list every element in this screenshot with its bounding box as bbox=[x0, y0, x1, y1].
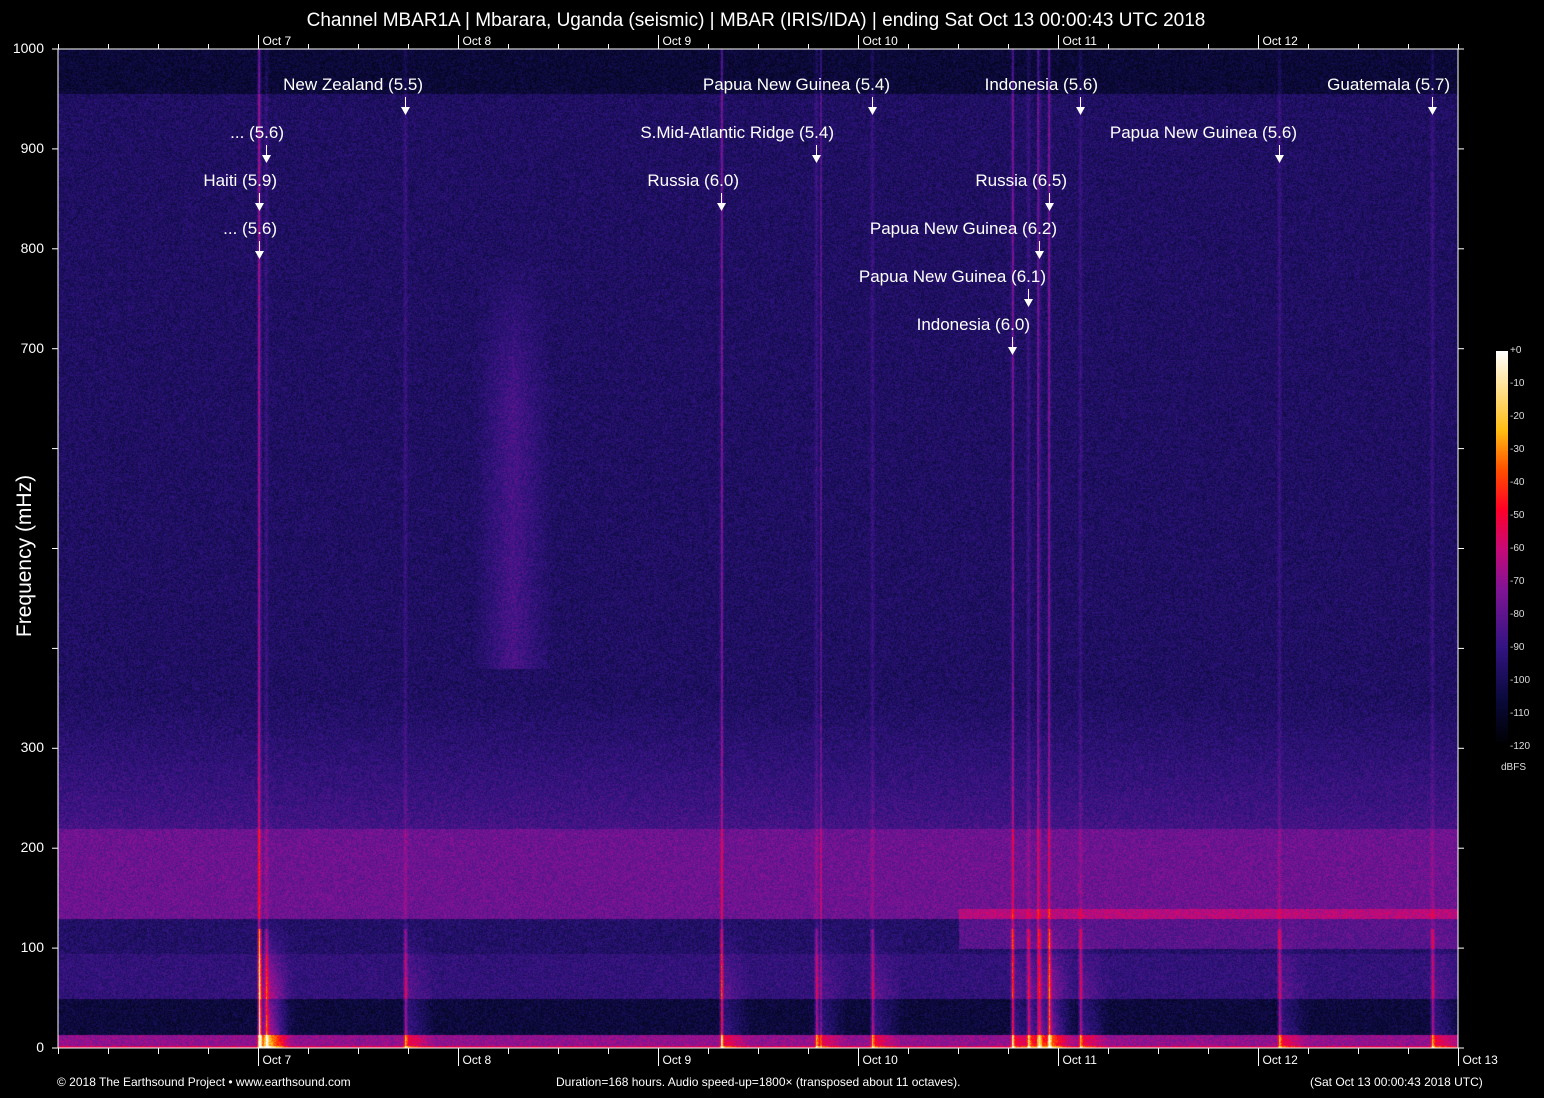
y-tick-label: 1000 bbox=[0, 40, 44, 56]
colorbar-tick-label: -120 bbox=[1510, 741, 1530, 752]
annotation-arrow-head bbox=[262, 155, 271, 163]
footer-end-time: (Sat Oct 13 00:00:43 2018 UTC) bbox=[1310, 1075, 1483, 1089]
axes-overlay bbox=[0, 0, 1544, 1098]
annotation-label: Haiti (5.9) bbox=[203, 171, 277, 191]
colorbar-tick-label: -40 bbox=[1510, 477, 1524, 488]
y-tick-label: 700 bbox=[0, 340, 44, 356]
colorbar-unit: dBFS bbox=[1501, 762, 1526, 773]
annotation-label: Papua New Guinea (5.6) bbox=[1110, 123, 1297, 143]
annotation-arrow-head bbox=[1024, 299, 1033, 307]
x-tick-label-top: Oct 10 bbox=[863, 34, 898, 48]
annotation-arrow-head bbox=[717, 203, 726, 211]
y-tick-label: 300 bbox=[0, 739, 44, 755]
annotation-arrow-head bbox=[1076, 107, 1085, 115]
annotation-label: Papua New Guinea (6.2) bbox=[870, 219, 1057, 239]
y-tick-label: 100 bbox=[0, 939, 44, 955]
annotation-arrow-head bbox=[1035, 251, 1044, 259]
annotation-arrow-head bbox=[868, 107, 877, 115]
y-tick-label: 900 bbox=[0, 140, 44, 156]
colorbar-tick-label: -10 bbox=[1510, 378, 1524, 389]
footer-copyright: © 2018 The Earthsound Project • www.eart… bbox=[57, 1075, 351, 1089]
annotation-label: Papua New Guinea (5.4) bbox=[703, 75, 890, 95]
annotation-arrow-head bbox=[255, 203, 264, 211]
x-tick-label: Oct 8 bbox=[463, 1053, 492, 1067]
colorbar-tick-label: -110 bbox=[1510, 708, 1529, 719]
colorbar-tick-label: -80 bbox=[1510, 609, 1524, 620]
annotation-arrow-head bbox=[1428, 107, 1437, 115]
annotation-label: Papua New Guinea (6.1) bbox=[859, 267, 1046, 287]
annotation-label: Indonesia (5.6) bbox=[985, 75, 1098, 95]
colorbar-tick-label: -20 bbox=[1510, 411, 1524, 422]
x-tick-label: Oct 13 bbox=[1463, 1053, 1498, 1067]
annotation-label: ... (5.6) bbox=[230, 123, 284, 143]
y-tick-label: 200 bbox=[0, 839, 44, 855]
colorbar-tick-label: +0 bbox=[1510, 345, 1521, 356]
colorbar-tick-label: -50 bbox=[1510, 510, 1524, 521]
x-tick-label: Oct 12 bbox=[1263, 1053, 1298, 1067]
annotation-arrow-head bbox=[401, 107, 410, 115]
annotation-arrow-head bbox=[812, 155, 821, 163]
annotation-label: S.Mid-Atlantic Ridge (5.4) bbox=[640, 123, 834, 143]
annotation-label: Russia (6.5) bbox=[975, 171, 1067, 191]
colorbar-tick-label: -60 bbox=[1510, 543, 1524, 554]
x-tick-label: Oct 7 bbox=[263, 1053, 292, 1067]
x-tick-label-top: Oct 12 bbox=[1263, 34, 1298, 48]
y-axis-label: Frequency (mHz) bbox=[13, 471, 37, 641]
colorbar-tick-label: -100 bbox=[1510, 675, 1530, 686]
annotation-arrow-head bbox=[1008, 347, 1017, 355]
y-tick-label: 0 bbox=[0, 1039, 44, 1055]
colorbar-tick-label: -70 bbox=[1510, 576, 1524, 587]
annotation-label: New Zealand (5.5) bbox=[283, 75, 423, 95]
x-tick-label-top: Oct 8 bbox=[463, 34, 492, 48]
x-tick-label: Oct 10 bbox=[863, 1053, 898, 1067]
annotation-label: Russia (6.0) bbox=[647, 171, 739, 191]
footer-info: Duration=168 hours. Audio speed-up=1800×… bbox=[556, 1075, 960, 1089]
annotation-label: ... (5.6) bbox=[223, 219, 277, 239]
annotation-label: Indonesia (6.0) bbox=[917, 315, 1030, 335]
colorbar-tick-label: -90 bbox=[1510, 642, 1524, 653]
annotation-label: Guatemala (5.7) bbox=[1327, 75, 1450, 95]
x-tick-label: Oct 9 bbox=[663, 1053, 692, 1067]
annotation-arrow-head bbox=[1275, 155, 1284, 163]
x-tick-label-top: Oct 9 bbox=[663, 34, 692, 48]
x-tick-label-top: Oct 7 bbox=[263, 34, 292, 48]
annotation-arrow-head bbox=[1045, 203, 1054, 211]
x-tick-label-top: Oct 11 bbox=[1063, 34, 1097, 48]
y-tick-label: 800 bbox=[0, 240, 44, 256]
annotation-arrow-head bbox=[255, 251, 264, 259]
x-tick-label: Oct 11 bbox=[1063, 1053, 1097, 1067]
colorbar-tick-label: -30 bbox=[1510, 444, 1524, 455]
colorbar bbox=[1496, 351, 1508, 747]
